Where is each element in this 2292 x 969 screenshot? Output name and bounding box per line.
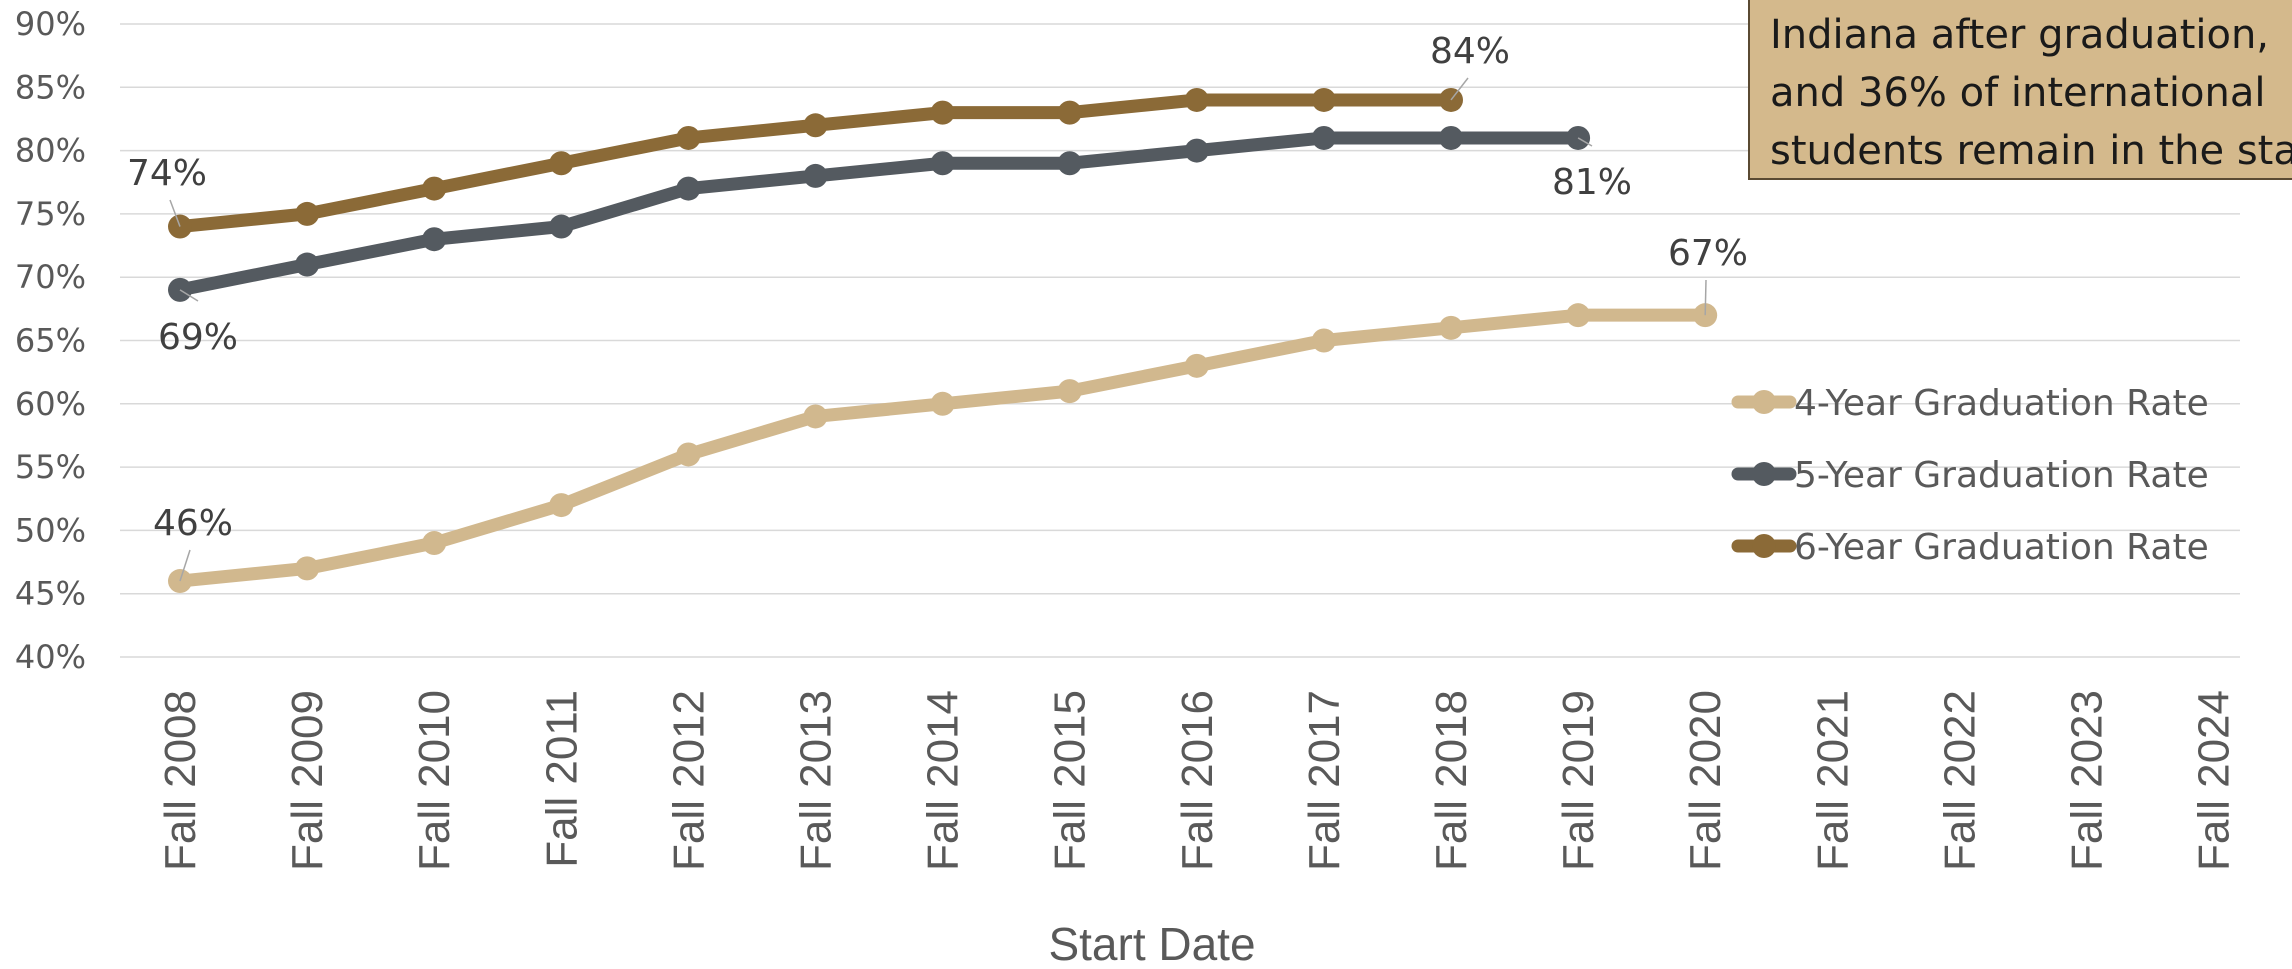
y-axis-ticks: 40% 45% 50% 55% 60% 65% 70% 75% 80% 85% 90% bbox=[15, 5, 86, 676]
x-tick-label: Fall 2023 bbox=[2063, 690, 2112, 871]
x-axis-ticks: Fall 2008 Fall 2009 Fall 2010 Fall 2011 Fall… bbox=[156, 690, 2239, 871]
x-tick-label: Fall 2015 bbox=[1046, 690, 1095, 871]
legend-marker bbox=[1752, 390, 1776, 414]
data-point bbox=[930, 151, 955, 176]
label-leader bbox=[169, 199, 181, 227]
x-axis-title: Start Date bbox=[1048, 918, 1255, 969]
y-tick-label: 45% bbox=[15, 575, 86, 613]
data-point bbox=[1184, 138, 1209, 163]
x-tick-label: Fall 2018 bbox=[1427, 690, 1476, 871]
data-point bbox=[1566, 303, 1591, 328]
data-point bbox=[1311, 125, 1336, 150]
data-label: 67% bbox=[1668, 233, 1748, 274]
data-point bbox=[1439, 125, 1463, 150]
y-tick-label: 40% bbox=[15, 638, 86, 676]
data-point bbox=[930, 391, 955, 416]
data-point bbox=[295, 201, 320, 226]
series-line-2 bbox=[173, 131, 1585, 297]
label-leader bbox=[1577, 137, 1593, 147]
data-point bbox=[422, 227, 447, 252]
data-point bbox=[930, 100, 955, 125]
data-point bbox=[676, 125, 701, 150]
data-point bbox=[676, 176, 701, 201]
label-leader bbox=[179, 289, 199, 302]
label-leader bbox=[179, 549, 191, 582]
data-point bbox=[1311, 87, 1336, 112]
data-point bbox=[803, 163, 828, 188]
data-label: 84% bbox=[1430, 31, 1510, 72]
x-tick-label: Fall 2009 bbox=[283, 690, 332, 871]
y-tick-label: 60% bbox=[15, 385, 86, 423]
legend: 4-Year Graduation Rate 5-Year Graduation … bbox=[1731, 383, 2209, 568]
y-tick-label: 55% bbox=[15, 448, 86, 486]
legend-label: 4-Year Graduation Rate bbox=[1794, 383, 2209, 424]
callout-box: Indiana after graduation, and 36% of int… bbox=[1748, 0, 2292, 180]
label-leader bbox=[1450, 77, 1469, 101]
callout-line-1: Indiana after graduation, bbox=[1770, 12, 2270, 58]
data-point bbox=[1057, 151, 1082, 176]
callout-line-3: students remain in the sta bbox=[1770, 128, 2292, 174]
series-line-1 bbox=[173, 308, 1712, 588]
y-tick-label: 90% bbox=[15, 5, 86, 43]
data-point bbox=[676, 442, 701, 467]
legend-marker bbox=[1752, 534, 1776, 558]
legend-label: 6-Year Graduation Rate bbox=[1794, 527, 2209, 568]
data-point bbox=[803, 113, 828, 138]
legend-label: 5-Year Graduation Rate bbox=[1794, 455, 2209, 496]
x-tick-label: Fall 2016 bbox=[1173, 690, 1222, 871]
y-tick-label: 85% bbox=[15, 68, 86, 106]
x-tick-label: Fall 2008 bbox=[156, 690, 205, 871]
x-tick-label: Fall 2017 bbox=[1300, 690, 1349, 871]
x-tick-label: Fall 2011 bbox=[537, 690, 586, 868]
data-point bbox=[1184, 87, 1209, 112]
label-leader bbox=[1704, 279, 1707, 316]
x-tick-label: Fall 2024 bbox=[2190, 690, 2239, 871]
x-tick-label: Fall 2020 bbox=[1681, 690, 1730, 871]
y-tick-label: 75% bbox=[15, 195, 86, 233]
x-tick-label: Fall 2012 bbox=[664, 690, 713, 871]
data-point bbox=[422, 531, 447, 556]
data-label: 46% bbox=[153, 503, 233, 544]
data-point bbox=[1057, 100, 1082, 125]
data-point bbox=[549, 214, 574, 239]
data-point bbox=[549, 493, 574, 518]
data-point bbox=[422, 176, 447, 201]
data-label: 69% bbox=[158, 317, 238, 358]
data-label: 81% bbox=[1552, 162, 1632, 203]
x-tick-label: Fall 2014 bbox=[919, 690, 968, 871]
data-point bbox=[1439, 315, 1463, 340]
y-tick-label: 70% bbox=[15, 258, 86, 296]
data-point bbox=[1311, 328, 1336, 353]
data-label: 74% bbox=[127, 153, 207, 194]
data-point bbox=[295, 252, 320, 277]
data-point bbox=[1057, 379, 1082, 404]
legend-marker bbox=[1752, 462, 1776, 486]
data-point bbox=[1184, 353, 1209, 378]
x-tick-label: Fall 2013 bbox=[792, 690, 841, 871]
data-point bbox=[549, 151, 574, 176]
x-tick-label: Fall 2021 bbox=[1808, 690, 1857, 871]
x-tick-label: Fall 2010 bbox=[410, 690, 459, 871]
data-labels: 46% 67% 69% 81% 74% 84% bbox=[127, 31, 1748, 582]
y-tick-label: 65% bbox=[15, 322, 86, 360]
callout-line-2: and 36% of international bbox=[1770, 70, 2266, 116]
y-tick-label: 50% bbox=[15, 511, 86, 549]
y-tick-label: 80% bbox=[15, 132, 86, 170]
data-point bbox=[803, 404, 828, 429]
x-tick-label: Fall 2022 bbox=[1935, 690, 1984, 871]
x-tick-label: Fall 2019 bbox=[1554, 690, 1603, 871]
series-lines bbox=[168, 87, 1718, 594]
data-point bbox=[295, 556, 320, 581]
